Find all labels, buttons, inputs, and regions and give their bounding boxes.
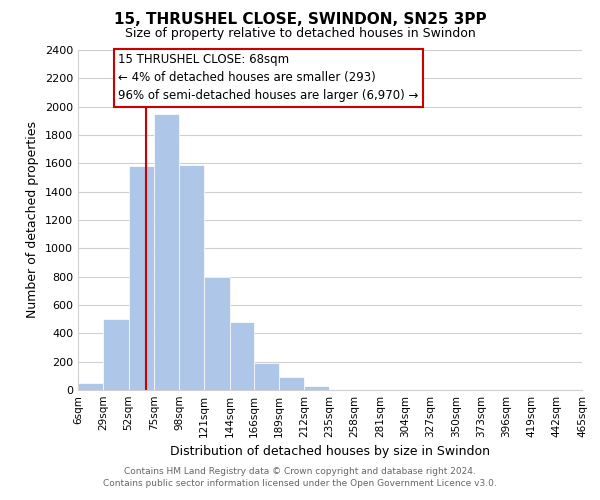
Bar — [128, 166, 154, 390]
Bar — [154, 114, 179, 390]
Bar — [204, 276, 230, 390]
X-axis label: Distribution of detached houses by size in Swindon: Distribution of detached houses by size … — [170, 446, 490, 458]
Bar — [179, 165, 204, 390]
Text: Size of property relative to detached houses in Swindon: Size of property relative to detached ho… — [125, 28, 475, 40]
Bar — [304, 386, 329, 390]
Bar — [78, 383, 103, 390]
Text: 15 THRUSHEL CLOSE: 68sqm
← 4% of detached houses are smaller (293)
96% of semi-d: 15 THRUSHEL CLOSE: 68sqm ← 4% of detache… — [118, 54, 419, 102]
Text: 15, THRUSHEL CLOSE, SWINDON, SN25 3PP: 15, THRUSHEL CLOSE, SWINDON, SN25 3PP — [113, 12, 487, 28]
Text: Contains public sector information licensed under the Open Government Licence v3: Contains public sector information licen… — [103, 478, 497, 488]
Bar — [279, 378, 304, 390]
Y-axis label: Number of detached properties: Number of detached properties — [26, 122, 40, 318]
Bar — [230, 322, 254, 390]
Bar — [254, 363, 279, 390]
Bar — [103, 319, 128, 390]
Text: Contains HM Land Registry data © Crown copyright and database right 2024.: Contains HM Land Registry data © Crown c… — [124, 467, 476, 476]
